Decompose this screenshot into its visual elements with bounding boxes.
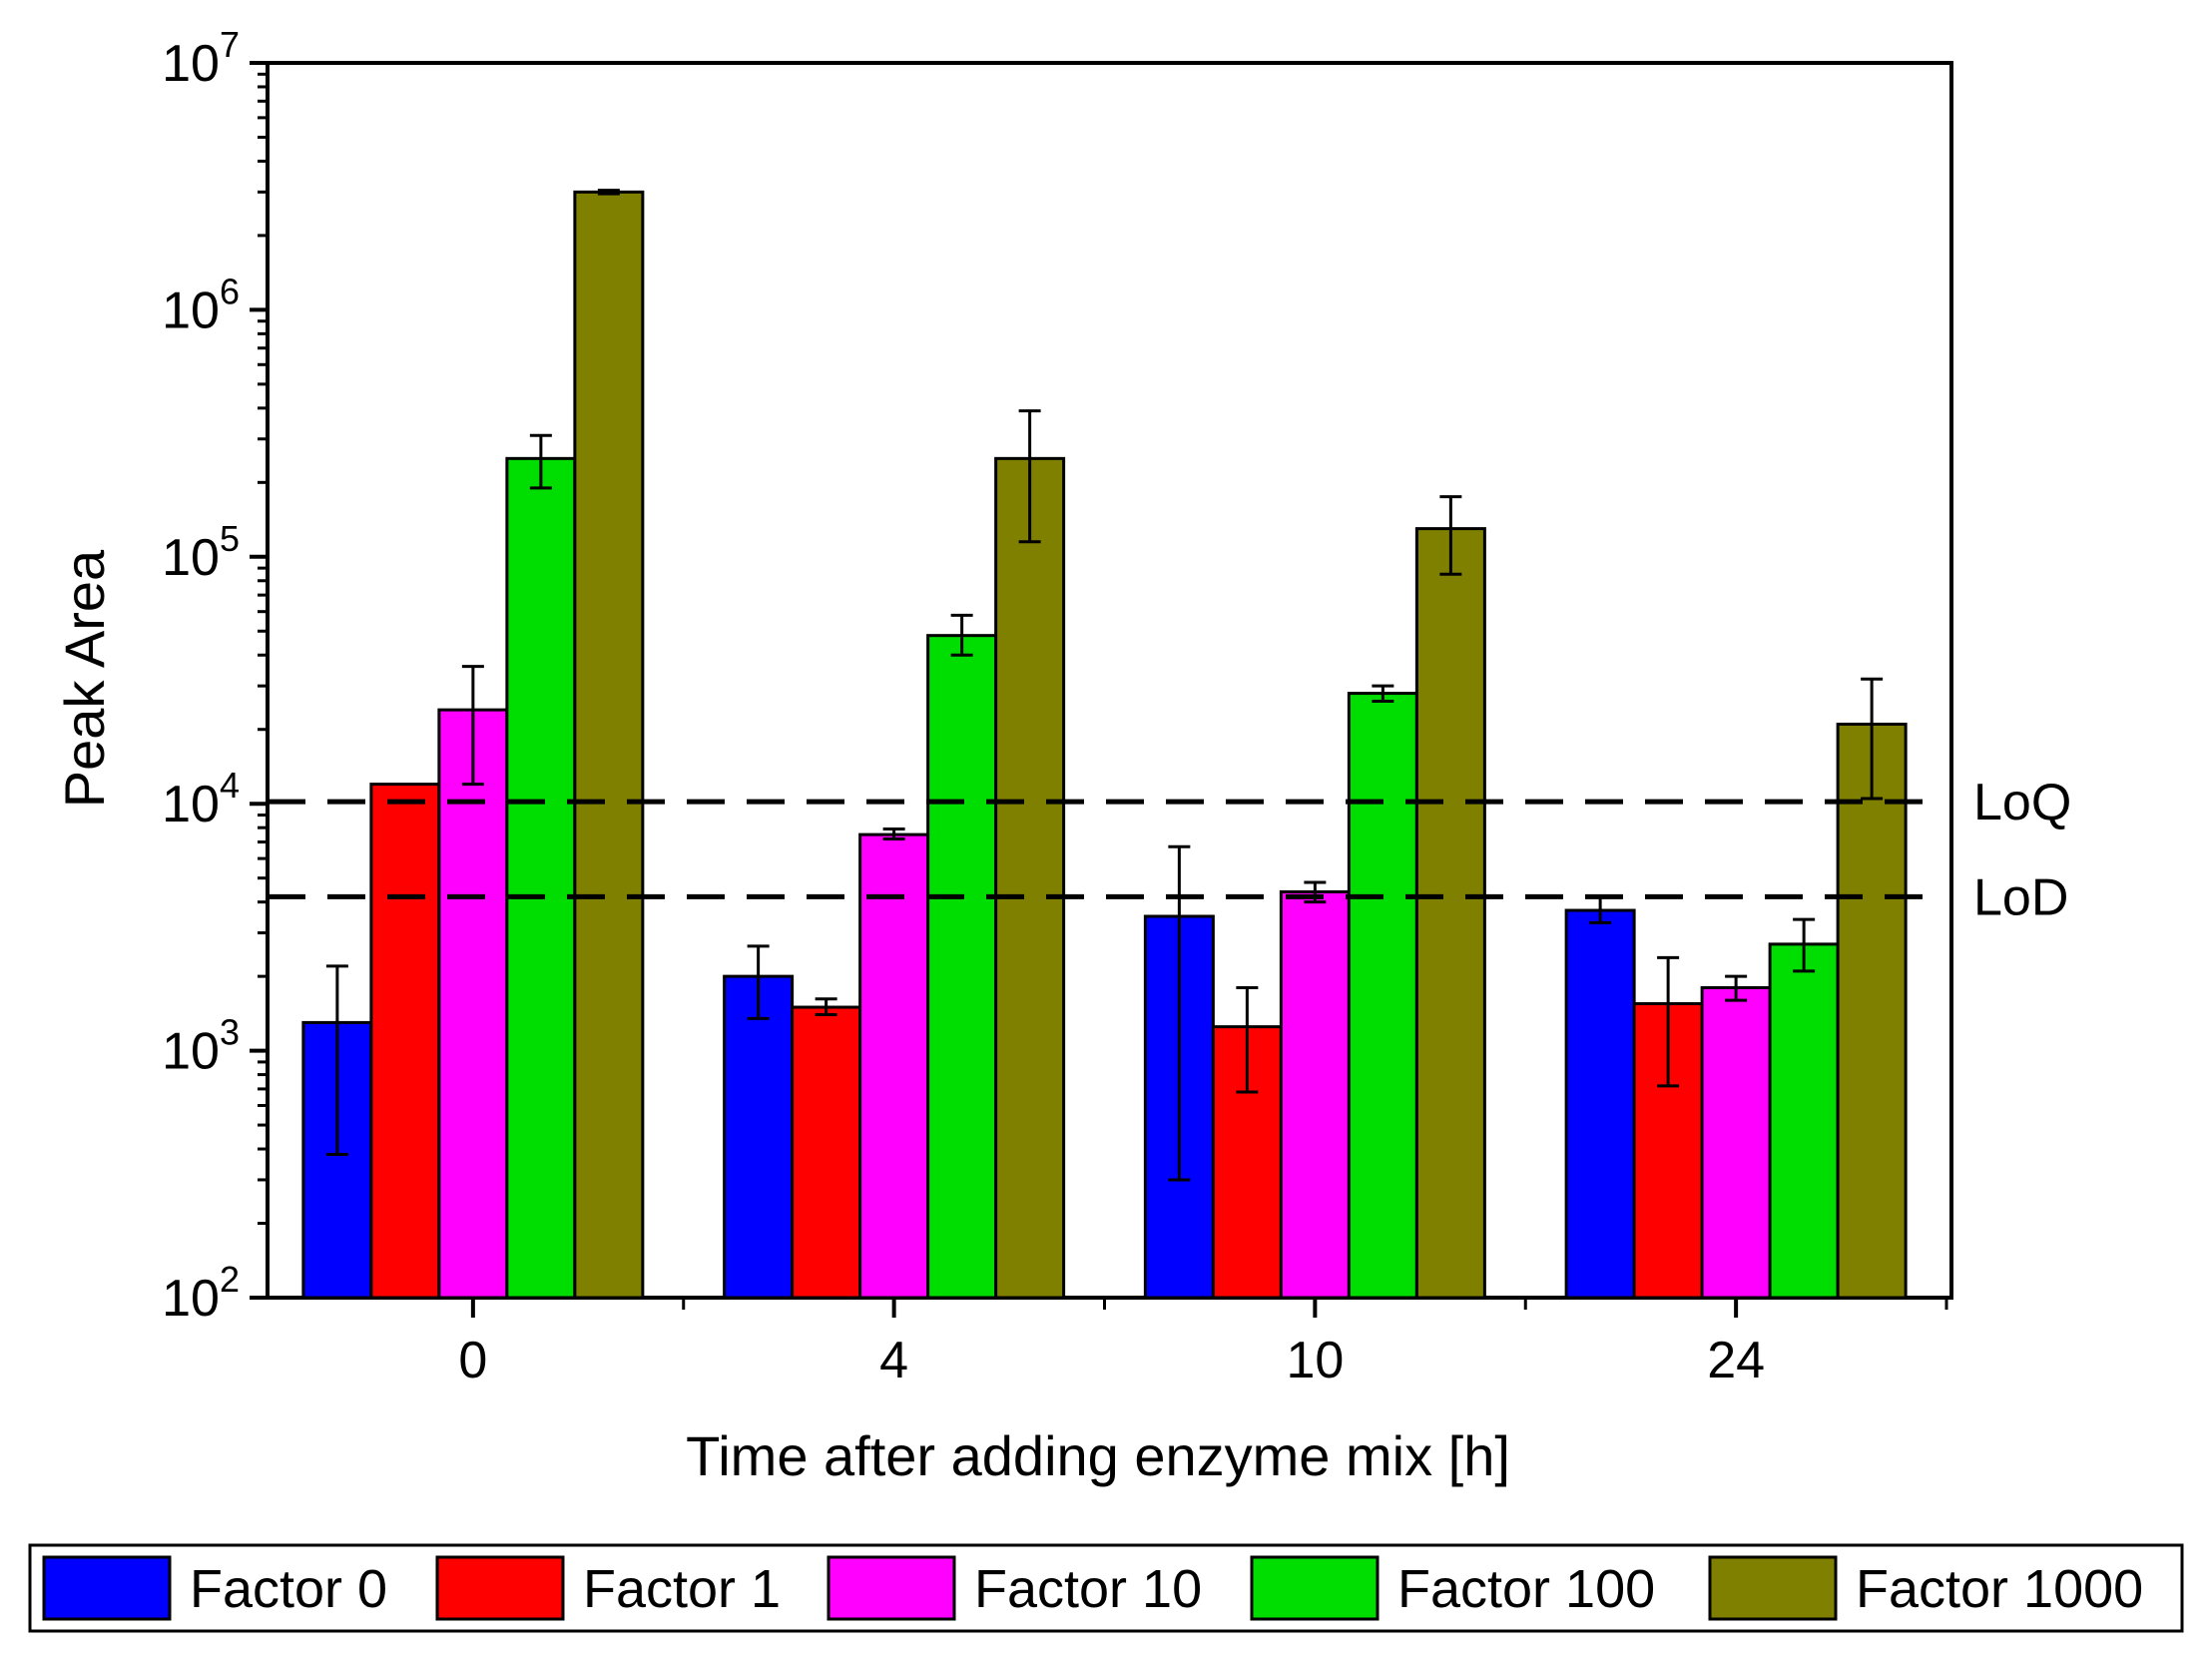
error-bar-factor-0-t24 xyxy=(1589,894,1612,924)
error-bar-factor-100-t10 xyxy=(1372,684,1394,704)
y-tick-exponent: 4 xyxy=(220,765,240,806)
bar-factor-10-t0 xyxy=(437,708,509,1300)
legend-swatch xyxy=(1250,1555,1380,1621)
legend-label: Factor 100 xyxy=(1397,1559,1655,1619)
error-bar-factor-10-t24 xyxy=(1725,974,1748,1002)
plot-frame xyxy=(266,61,1953,1300)
bar-factor-100-t4 xyxy=(926,634,998,1300)
bar-factor-0-t4 xyxy=(723,974,795,1300)
legend-label: Factor 1 xyxy=(583,1559,781,1619)
legend-entry-factor-1000: Factor 1000 xyxy=(1708,1555,2143,1621)
error-bar-factor-1-t10 xyxy=(1236,985,1259,1094)
legend-label: Factor 0 xyxy=(190,1559,387,1619)
bar-factor-1-t4 xyxy=(791,1005,862,1300)
bar-factor-0-t24 xyxy=(1564,908,1636,1300)
error-bar-factor-0-t10 xyxy=(1168,844,1191,1182)
ref-label-lod: LoD xyxy=(1973,868,2068,926)
error-bar-factor-1000-t4 xyxy=(1018,409,1041,544)
ref-label-loq: LoQ xyxy=(1973,774,2071,831)
y-tick-exponent: 2 xyxy=(220,1259,240,1300)
bar-factor-1000-t24 xyxy=(1836,722,1908,1300)
bar-factor-10-t4 xyxy=(858,832,930,1300)
bar-factor-100-t0 xyxy=(505,456,577,1300)
x-tick-label-4: 4 xyxy=(879,1332,908,1389)
legend: Factor 0 Factor 1 Factor 10 Factor 100 Facto… xyxy=(28,1543,2184,1633)
y-tick-label: 104 xyxy=(162,765,240,833)
y-tick-label: 102 xyxy=(162,1259,240,1328)
error-bar-factor-1-t4 xyxy=(815,997,837,1016)
y-tick-base: 10 xyxy=(162,35,220,93)
x-tick-label-24: 24 xyxy=(1707,1332,1765,1389)
legend-entry-factor-100: Factor 100 xyxy=(1250,1555,1655,1621)
legend-entry-factor-10: Factor 10 xyxy=(827,1555,1202,1621)
bar-factor-100-t24 xyxy=(1768,942,1840,1300)
y-tick-base: 10 xyxy=(162,776,220,833)
y-tick-label: 105 xyxy=(162,518,240,587)
legend-swatch xyxy=(42,1555,172,1621)
bar-factor-1000-t0 xyxy=(573,190,645,1300)
y-tick-exponent: 5 xyxy=(220,518,240,559)
bar-factor-10-t10 xyxy=(1279,889,1351,1300)
bar-factor-1000-t4 xyxy=(994,456,1066,1300)
y-axis-title: Peak Area xyxy=(53,549,116,808)
error-bar-factor-100-t4 xyxy=(950,613,973,657)
y-tick-base: 10 xyxy=(162,1023,220,1081)
legend-label: Factor 1000 xyxy=(1856,1559,2143,1619)
x-axis-title: Time after adding enzyme mix [h] xyxy=(686,1424,1510,1487)
x-tick-label-0: 0 xyxy=(458,1332,487,1389)
bar-factor-1-t0 xyxy=(369,783,441,1300)
error-bar-factor-1000-t0 xyxy=(597,189,620,196)
y-tick-label: 103 xyxy=(162,1012,240,1081)
error-bar-factor-1000-t10 xyxy=(1439,495,1462,576)
legend-entry-factor-1: Factor 1 xyxy=(435,1555,781,1621)
legend-label: Factor 10 xyxy=(974,1559,1202,1619)
y-tick-label: 107 xyxy=(162,24,240,93)
error-bar-factor-10-t4 xyxy=(882,827,905,840)
error-bar-factor-100-t0 xyxy=(529,433,552,490)
y-tick-exponent: 6 xyxy=(220,271,240,311)
bar-factor-1000-t10 xyxy=(1414,527,1486,1300)
x-tick-label-10: 10 xyxy=(1286,1332,1344,1389)
legend-entry-factor-0: Factor 0 xyxy=(42,1555,387,1621)
legend-swatch xyxy=(1708,1555,1838,1621)
y-tick-base: 10 xyxy=(162,529,220,587)
legend-swatch xyxy=(827,1555,956,1621)
error-bar-factor-1-t24 xyxy=(1657,955,1680,1088)
bar-factor-100-t10 xyxy=(1347,692,1418,1300)
error-bar-factor-10-t10 xyxy=(1304,880,1327,904)
error-bar-factor-100-t24 xyxy=(1793,917,1816,973)
error-bar-factor-0-t0 xyxy=(325,964,348,1157)
error-bar-factor-0-t4 xyxy=(747,944,770,1020)
y-tick-exponent: 3 xyxy=(220,1012,240,1053)
legend-swatch xyxy=(435,1555,565,1621)
y-tick-base: 10 xyxy=(162,1270,220,1328)
y-tick-exponent: 7 xyxy=(220,24,240,65)
y-tick-label: 106 xyxy=(162,271,240,339)
y-tick-base: 10 xyxy=(162,281,220,339)
error-bar-factor-10-t0 xyxy=(461,665,484,787)
bar-factor-10-t24 xyxy=(1700,985,1772,1300)
error-bar-factor-1000-t24 xyxy=(1861,677,1884,801)
